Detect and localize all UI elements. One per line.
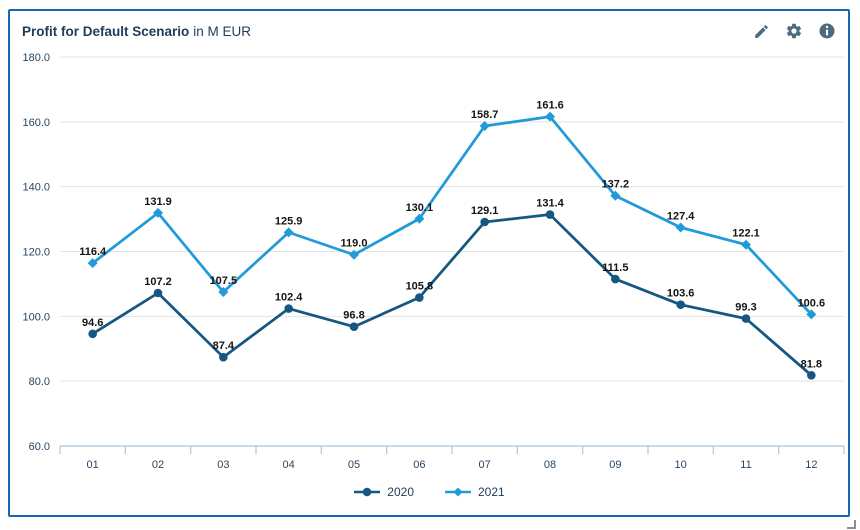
chart-legend: 2020 2021 xyxy=(10,485,848,499)
data-label: 100.6 xyxy=(798,297,826,309)
data-label: 131.4 xyxy=(536,198,564,210)
x-tick-label: 06 xyxy=(413,459,425,471)
data-point xyxy=(283,227,294,238)
data-label: 127.4 xyxy=(667,211,695,223)
data-point xyxy=(349,249,359,260)
x-tick-label: 10 xyxy=(675,459,687,471)
data-point xyxy=(480,217,489,227)
data-point xyxy=(610,190,621,201)
gridlines xyxy=(60,56,844,382)
data-label: 99.3 xyxy=(735,302,756,314)
data-point xyxy=(415,293,424,302)
x-tick-label: 02 xyxy=(152,459,164,471)
data-point xyxy=(741,314,751,323)
legend-item-2020[interactable]: 2020 xyxy=(353,485,414,499)
legend-marker-icon xyxy=(354,487,381,497)
series-2021: 116.4 131.9 107.5 125.9 119.0 130.1 158.7 161.6… xyxy=(79,100,825,320)
x-tick-label: 12 xyxy=(805,459,817,471)
data-point xyxy=(676,300,685,309)
y-axis-labels: 60.0 80.0 100.0 120.0 140.0 160.0 180.0 xyxy=(22,52,50,453)
y-tick-label: 80.0 xyxy=(29,376,50,388)
data-label: 119.0 xyxy=(341,238,368,250)
data-label: 129.1 xyxy=(471,205,499,217)
data-label: 158.7 xyxy=(471,109,499,121)
data-label: 137.2 xyxy=(602,179,630,191)
data-point xyxy=(479,121,490,132)
series-line-2021 xyxy=(91,115,813,316)
x-tick-label: 11 xyxy=(740,459,751,471)
data-point xyxy=(545,210,555,219)
data-point xyxy=(807,371,816,380)
legend-item-2021[interactable]: 2021 xyxy=(444,485,505,499)
x-tick-label: 08 xyxy=(544,459,556,471)
data-point xyxy=(414,213,425,224)
x-tick-label: 05 xyxy=(348,459,360,471)
chart-title: Profit for Default Scenario in M EUR xyxy=(22,24,251,39)
widget-toolbar xyxy=(752,22,836,40)
data-label: 122.1 xyxy=(732,228,760,240)
info-button[interactable] xyxy=(818,22,836,40)
data-label: 96.8 xyxy=(343,310,364,322)
x-tick-label: 01 xyxy=(87,459,99,471)
data-point xyxy=(675,222,686,233)
data-point xyxy=(153,207,163,218)
panel-header: Profit for Default Scenario in M EUR xyxy=(22,19,836,43)
data-label: 125.9 xyxy=(275,215,303,227)
legend-label: 2021 xyxy=(478,485,505,499)
resize-handle-icon[interactable] xyxy=(844,517,857,530)
data-label: 105.8 xyxy=(406,281,434,293)
data-label: 103.6 xyxy=(667,288,695,300)
y-tick-label: 140.0 xyxy=(22,182,50,194)
pencil-icon xyxy=(753,23,770,40)
legend-marker-icon xyxy=(445,487,471,497)
chart-title-unit: in M EUR xyxy=(193,23,252,39)
x-tick-label: 09 xyxy=(609,459,621,471)
data-label: 161.6 xyxy=(536,100,564,112)
y-tick-label: 100.0 xyxy=(22,311,50,323)
data-label: 87.4 xyxy=(213,340,235,352)
series-line-2020 xyxy=(91,213,813,377)
data-label: 116.4 xyxy=(79,246,107,258)
y-tick-label: 160.0 xyxy=(22,117,50,129)
y-tick-label: 180.0 xyxy=(22,52,50,64)
data-point xyxy=(88,329,97,339)
data-point xyxy=(741,239,751,250)
data-point xyxy=(153,288,163,298)
chart-area: 60.0 80.0 100.0 120.0 140.0 160.0 180.0 01 02 03 0… xyxy=(10,11,848,515)
gear-icon xyxy=(785,22,803,40)
data-point xyxy=(545,111,555,122)
data-point xyxy=(806,309,817,320)
data-point xyxy=(349,322,359,332)
x-tick-label: 03 xyxy=(217,459,229,471)
data-label: 94.6 xyxy=(82,317,103,329)
data-point xyxy=(218,287,229,298)
data-point xyxy=(611,274,620,284)
info-icon xyxy=(818,22,836,40)
legend-label: 2020 xyxy=(387,485,414,499)
chart-widget-panel: 60.0 80.0 100.0 120.0 140.0 160.0 180.0 01 02 03 0… xyxy=(8,9,850,517)
y-tick-label: 60.0 xyxy=(29,441,50,453)
data-label: 102.4 xyxy=(275,292,303,304)
data-label: 111.5 xyxy=(602,262,628,274)
data-label: 107.2 xyxy=(144,276,172,288)
settings-button[interactable] xyxy=(785,22,803,40)
data-point xyxy=(87,258,98,269)
data-label: 130.1 xyxy=(406,202,434,214)
x-tick-label: 04 xyxy=(283,459,295,471)
edit-button[interactable] xyxy=(752,22,770,40)
data-label: 107.5 xyxy=(210,275,238,287)
series-2020: 94.6 107.2 87.4 102.4 96.8 105.8 129.1 131.4 111… xyxy=(82,198,822,380)
data-point xyxy=(219,352,228,362)
data-label: 81.8 xyxy=(801,358,822,370)
x-axis: 01 02 03 04 05 06 07 08 09 10 11 12 xyxy=(59,445,845,471)
data-point xyxy=(284,304,293,313)
x-tick-label: 07 xyxy=(479,459,491,471)
data-label: 131.9 xyxy=(144,196,172,208)
chart-title-main: Profit for Default Scenario xyxy=(22,23,190,39)
y-tick-label: 120.0 xyxy=(22,247,50,259)
